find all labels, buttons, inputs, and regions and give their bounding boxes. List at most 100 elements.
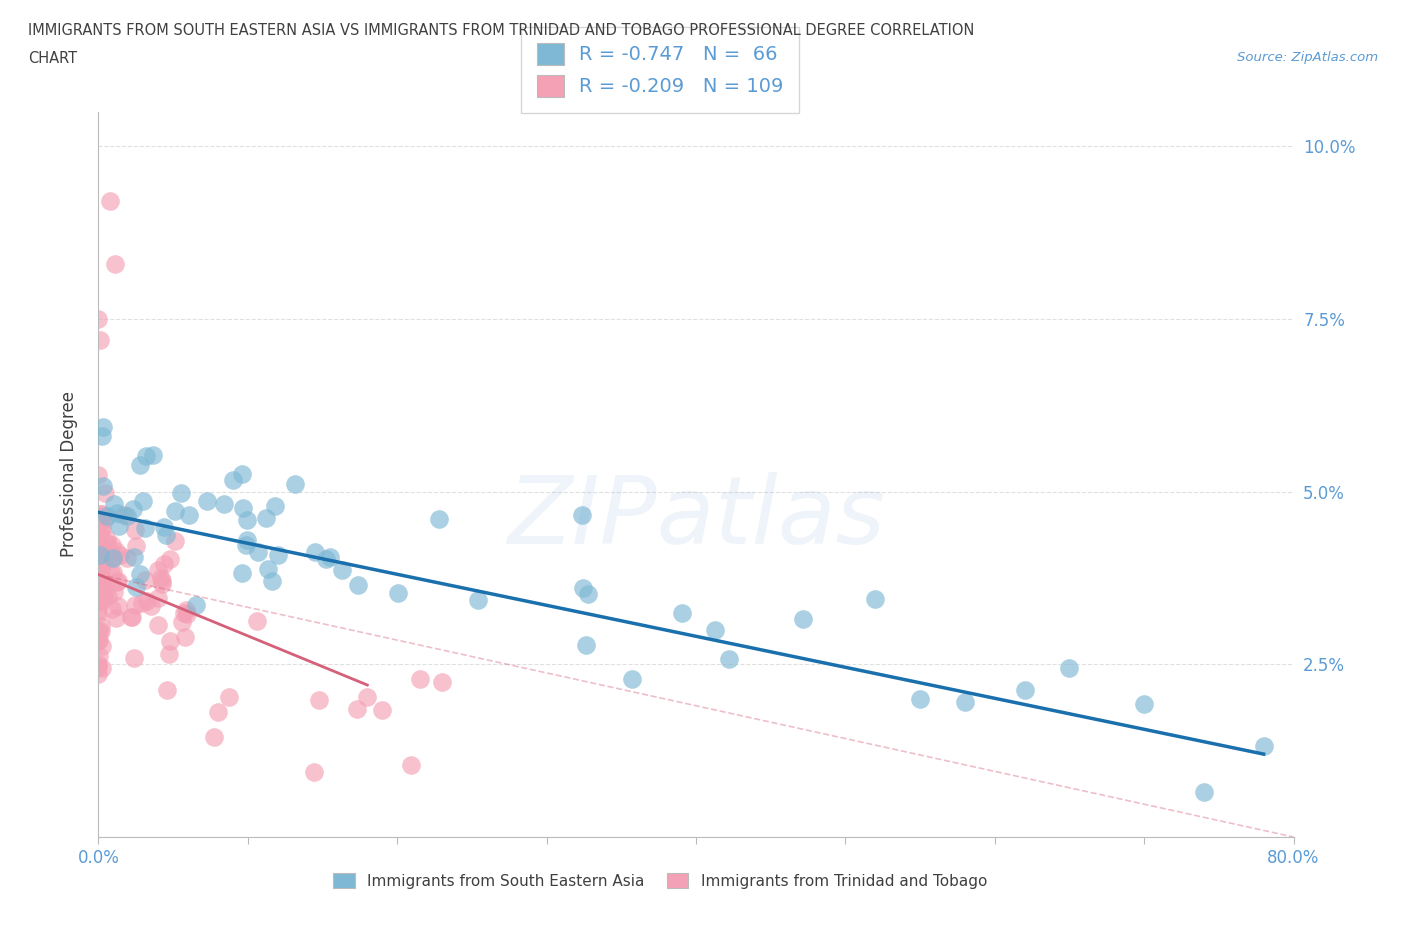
Point xyxy=(87,537,110,551)
Point xyxy=(202,729,225,744)
Point xyxy=(91,660,114,675)
Point xyxy=(87,648,110,663)
Point xyxy=(87,633,110,648)
Point xyxy=(105,575,128,590)
Text: Source: ZipAtlas.com: Source: ZipAtlas.com xyxy=(1237,51,1378,64)
Point xyxy=(346,701,368,716)
Point xyxy=(1253,738,1275,753)
Point xyxy=(87,578,110,593)
Point xyxy=(90,618,112,633)
Point xyxy=(121,609,143,624)
Point xyxy=(100,602,122,617)
Point xyxy=(262,573,284,588)
Point xyxy=(107,598,129,613)
Point xyxy=(792,612,814,627)
Y-axis label: Professional Degree: Professional Degree xyxy=(59,392,77,557)
Point xyxy=(150,577,173,591)
Point xyxy=(247,544,270,559)
Point xyxy=(195,494,218,509)
Point xyxy=(572,581,595,596)
Point xyxy=(718,652,741,667)
Point xyxy=(122,650,145,665)
Point xyxy=(159,551,181,566)
Point xyxy=(105,544,128,559)
Point xyxy=(575,638,598,653)
Point xyxy=(254,511,277,525)
Point xyxy=(96,509,118,524)
Point xyxy=(134,521,156,536)
Point xyxy=(87,514,110,529)
Point xyxy=(103,497,125,512)
Point xyxy=(90,523,112,538)
Point xyxy=(98,543,121,558)
Point xyxy=(257,562,280,577)
Point xyxy=(93,551,115,565)
Point xyxy=(97,588,120,603)
Point xyxy=(115,508,138,523)
Point xyxy=(148,563,170,578)
Point xyxy=(152,556,174,571)
Point xyxy=(155,683,177,698)
Point xyxy=(953,694,976,709)
Point xyxy=(356,689,378,704)
Point xyxy=(231,466,253,481)
Point xyxy=(105,506,128,521)
Point xyxy=(87,666,110,681)
Point xyxy=(91,591,114,605)
Point xyxy=(89,554,111,569)
Point xyxy=(264,498,287,513)
Point xyxy=(87,518,110,533)
Point xyxy=(90,506,112,521)
Point xyxy=(87,552,110,567)
Point xyxy=(87,467,110,482)
Point xyxy=(235,533,257,548)
Point xyxy=(124,523,146,538)
Point xyxy=(89,332,111,347)
Point xyxy=(399,758,422,773)
Point xyxy=(467,593,489,608)
Point xyxy=(103,584,125,599)
Point xyxy=(304,545,326,560)
Point xyxy=(90,593,112,608)
Point xyxy=(146,618,169,632)
Point xyxy=(184,598,207,613)
Point xyxy=(308,693,330,708)
Point xyxy=(908,692,931,707)
Point xyxy=(89,624,111,639)
Point xyxy=(89,545,111,560)
Point xyxy=(107,574,129,589)
Point xyxy=(432,674,454,689)
Point xyxy=(125,538,148,553)
Point xyxy=(87,512,110,527)
Point xyxy=(620,671,643,686)
Point xyxy=(87,604,110,618)
Point xyxy=(177,508,200,523)
Point xyxy=(212,497,235,512)
Point xyxy=(387,585,409,600)
Point xyxy=(347,578,370,592)
Point xyxy=(93,513,115,528)
Point xyxy=(100,565,122,580)
Point xyxy=(319,550,342,565)
Point xyxy=(98,194,122,209)
Point xyxy=(91,578,114,593)
Point xyxy=(163,533,186,548)
Point xyxy=(135,448,157,463)
Point xyxy=(91,478,114,493)
Point xyxy=(117,551,139,565)
Point xyxy=(90,513,112,528)
Point xyxy=(87,632,110,647)
Point xyxy=(93,555,115,570)
Point xyxy=(139,598,162,613)
Point xyxy=(146,591,169,605)
Point xyxy=(1014,683,1036,698)
Point xyxy=(222,472,245,487)
Point xyxy=(172,615,194,630)
Point xyxy=(104,256,127,271)
Point xyxy=(136,593,159,608)
Point xyxy=(165,504,187,519)
Point xyxy=(87,508,110,523)
Point xyxy=(91,522,114,537)
Point xyxy=(87,529,110,544)
Point xyxy=(103,565,125,580)
